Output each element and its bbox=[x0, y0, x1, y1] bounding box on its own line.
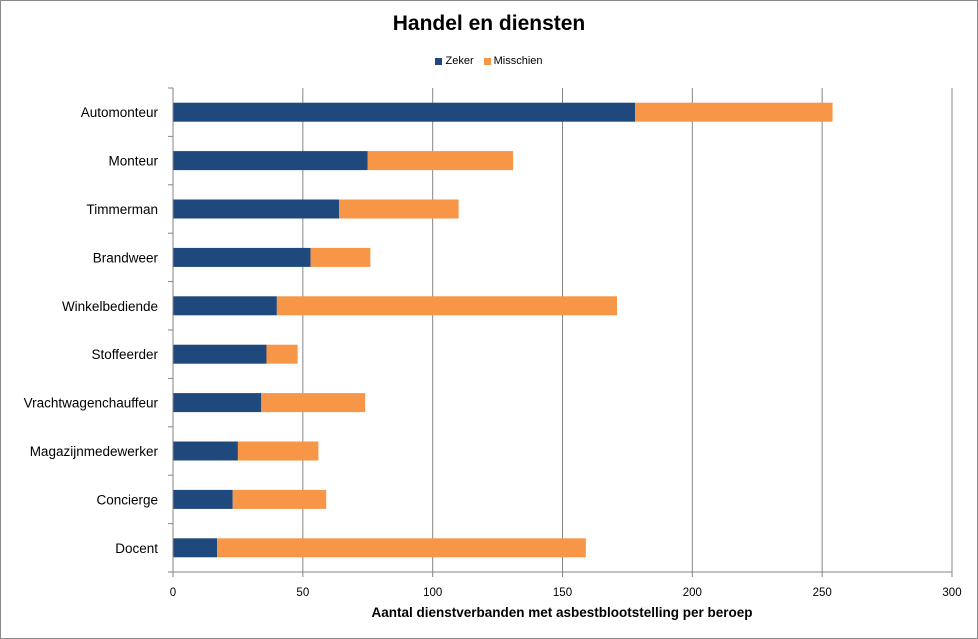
category-label: Monteur bbox=[108, 154, 158, 169]
x-tick-label: 100 bbox=[423, 587, 442, 599]
x-tick-label: 300 bbox=[942, 587, 961, 599]
x-tick-label: 250 bbox=[813, 587, 832, 599]
x-tick-labels: 0 50 100 150 200 250 300 bbox=[170, 587, 962, 599]
bar-zeker-magazijnmedewerker bbox=[173, 441, 238, 461]
bar-zeker-timmerman bbox=[173, 199, 340, 219]
bar-misschien-concierge bbox=[232, 489, 327, 509]
legend-swatch-misschien bbox=[483, 57, 491, 65]
x-tick-label: 50 bbox=[296, 587, 309, 599]
chart-title: Handel en diensten bbox=[392, 12, 586, 35]
bar-zeker-vrachtwagenchauffeur bbox=[173, 393, 262, 413]
bar-zeker-concierge bbox=[173, 489, 233, 509]
bar-misschien-vrachtwagenchauffeur bbox=[261, 393, 366, 413]
bar-misschien-brandweer bbox=[310, 247, 371, 267]
category-label: Stoffeerder bbox=[91, 347, 158, 362]
bar-zeker-stoffeerder bbox=[173, 344, 267, 364]
legend-item-zeker: Zeker bbox=[435, 55, 474, 67]
category-label: Concierge bbox=[96, 492, 158, 507]
bar-misschien-automonteur bbox=[635, 102, 833, 122]
category-label: Docent bbox=[115, 541, 158, 556]
bar-zeker-automonteur bbox=[173, 102, 636, 122]
bar-zeker-winkelbediende bbox=[173, 296, 277, 316]
bar-misschien-timmerman bbox=[339, 199, 459, 219]
category-labels: Automonteur Monteur Timmerman Brandweer Wink… bbox=[24, 105, 159, 556]
legend-label-misschien: Misschien bbox=[493, 55, 543, 67]
x-tick-label: 150 bbox=[553, 587, 572, 599]
axes bbox=[168, 87, 953, 577]
category-label: Winkelbediende bbox=[62, 299, 158, 314]
category-label: Automonteur bbox=[81, 105, 159, 120]
x-axis-label: Aantal dienstverbanden met asbestblootst… bbox=[371, 605, 752, 620]
category-label: Vrachtwagenchauffeur bbox=[24, 396, 159, 411]
x-tick-label: 200 bbox=[683, 587, 702, 599]
x-tick-label: 0 bbox=[170, 587, 176, 599]
bar-zeker-monteur bbox=[173, 151, 368, 171]
category-label: Magazijnmedewerker bbox=[30, 444, 159, 459]
bar-misschien-winkelbediende bbox=[276, 296, 618, 316]
bar-misschien-monteur bbox=[367, 151, 514, 171]
legend-label-zeker: Zeker bbox=[445, 55, 474, 67]
category-label: Brandweer bbox=[93, 250, 159, 265]
category-label: Timmerman bbox=[86, 202, 158, 217]
bar-misschien-docent bbox=[217, 538, 586, 558]
bar-zeker-docent bbox=[173, 538, 218, 558]
legend-swatch-zeker bbox=[435, 57, 443, 65]
bar-zeker-brandweer bbox=[173, 247, 311, 267]
bar-misschien-stoffeerder bbox=[266, 344, 298, 364]
bar-misschien-magazijnmedewerker bbox=[237, 441, 319, 461]
legend-item-misschien: Misschien bbox=[483, 55, 543, 67]
bars bbox=[173, 102, 833, 558]
chart-legend: Zeker Misschien bbox=[0, 55, 978, 67]
